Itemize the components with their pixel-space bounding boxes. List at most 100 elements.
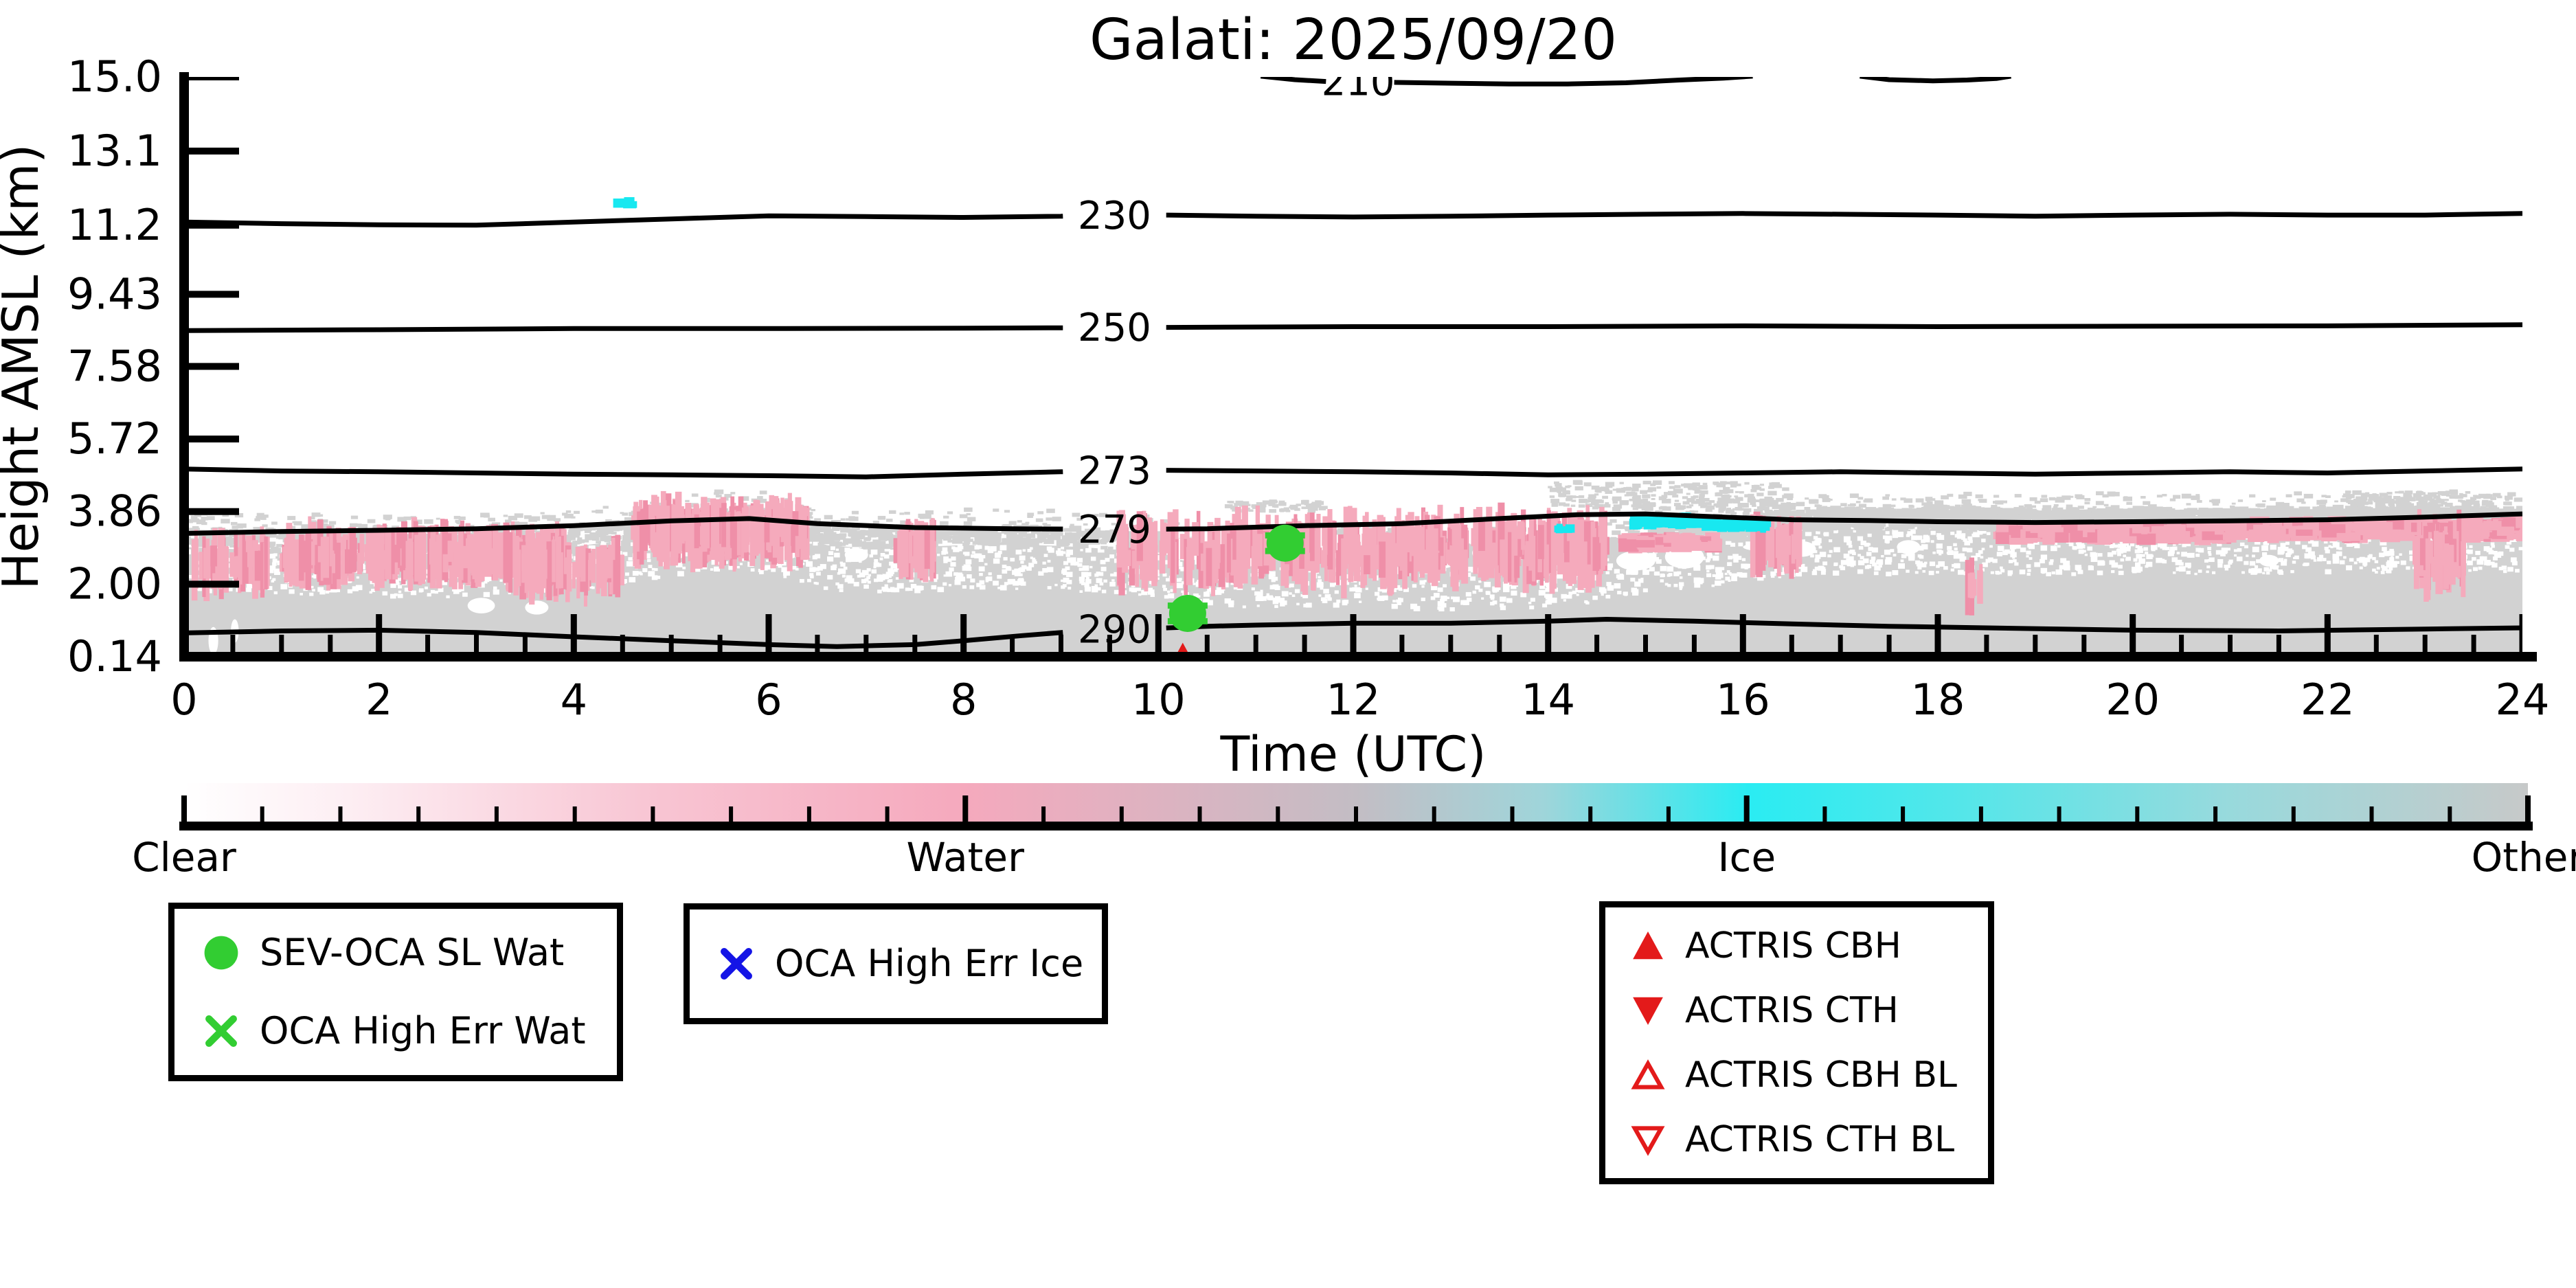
x-minor-tick (2179, 635, 2184, 657)
x-minor-tick (863, 635, 869, 657)
x-marker-icon (205, 1015, 237, 1047)
x-minor-tick (620, 635, 625, 657)
x-minor-tick (2422, 635, 2428, 657)
isotherm-label-279: 279 (1078, 508, 1151, 552)
colorbar-minor-tick (651, 806, 655, 822)
x-minor-tick (522, 635, 528, 657)
isotherm-279 (184, 516, 1063, 536)
x-tick-label-14: 14 (1521, 675, 1575, 725)
x-marker-icon (721, 948, 752, 980)
colorbar-minor-tick (1119, 806, 1124, 822)
x-minor-tick (328, 635, 333, 657)
y-axis-label: Height AMSL (km) (0, 144, 49, 590)
triangle-up-filled-icon (1633, 931, 1663, 960)
inner-ticks-layer (184, 77, 2522, 660)
y-tick-label-0.14: 0.14 (67, 631, 162, 681)
y-major-tick (184, 363, 239, 370)
x-major-tick (1350, 614, 1357, 657)
x-tick-label-2: 2 (365, 675, 392, 725)
colorbar-label-clear: Clear (132, 834, 236, 881)
x-tick-label-20: 20 (2105, 675, 2160, 725)
x-major-tick (570, 614, 577, 657)
colorbar-minor-tick (1197, 806, 1202, 822)
x-major-tick (1155, 614, 1162, 657)
isotherm-273 (1166, 466, 2522, 477)
x-major-tick (2519, 614, 2522, 657)
y-tick-label-7.58: 7.58 (67, 341, 162, 391)
isotherm-250 (184, 325, 1063, 333)
x-tick-label-0: 0 (170, 675, 197, 725)
legend-item-label: ACTRIS CTH (1685, 990, 1899, 1031)
x-minor-tick (2373, 635, 2379, 657)
y-tick-label-13.1: 13.1 (67, 126, 162, 176)
isotherm-label-290: 290 (1078, 608, 1151, 653)
colorbar-minor-tick (260, 806, 264, 822)
x-major-tick (2129, 614, 2136, 657)
colorbar-minor-tick (1354, 806, 1358, 822)
legend-item: ACTRIS CTH (1629, 991, 1965, 1030)
x-minor-tick (1886, 635, 1892, 657)
y-major-tick (184, 508, 239, 515)
colorbar-minor-tick (1041, 806, 1046, 822)
isotherm-contours-layer: 210 230 250 273 279 290 (184, 77, 2522, 653)
triangle-up-open-icon (1631, 1059, 1665, 1089)
colorbar-minor-tick (2057, 806, 2061, 822)
colorbar-minor-tick (2291, 806, 2296, 822)
legend-item-label: OCA High Err Ice (775, 942, 1084, 985)
x-minor-tick (1253, 635, 1258, 657)
legend-item: ACTRIS CBH BL (1629, 1056, 1965, 1094)
colorbar-axis-line (179, 822, 2533, 831)
colorbar-minor-tick (1588, 806, 1593, 822)
legend-item-label: ACTRIS CBH BL (1685, 1054, 1957, 1096)
legend-item-label: OCA High Err Wat (260, 1009, 586, 1052)
legend-item: OCA High Err Ice (716, 943, 1083, 984)
isotherm-label-250: 250 (1078, 306, 1151, 350)
x-axis-label: Time (UTC) (1220, 726, 1487, 782)
isotherm-273 (184, 466, 1063, 479)
y-major-tick (184, 221, 239, 229)
data-markers-layer (1167, 524, 1305, 659)
x-tick-label-6: 6 (755, 675, 782, 725)
colorbar-minor-tick (1822, 806, 1827, 822)
legend-item-label: ACTRIS CTH BL (1685, 1119, 1955, 1160)
legend-item: ACTRIS CBH (1629, 927, 1965, 965)
cloud-ice-patches (613, 197, 1772, 534)
y-major-tick (184, 436, 239, 443)
colorbar-minor-tick (2135, 806, 2140, 822)
colorbar-minor-tick (494, 806, 499, 822)
x-minor-tick (717, 635, 723, 657)
x-minor-tick (474, 635, 479, 657)
x-minor-tick (2081, 635, 2087, 657)
y-major-tick (184, 580, 239, 588)
legend-item-label: SEV-OCA SL Wat (260, 931, 565, 974)
legend-oca-ice: OCA High Err Ice (683, 903, 1108, 1024)
x-minor-tick (2228, 635, 2233, 657)
x-minor-tick (279, 635, 284, 657)
colorbar-minor-tick (2213, 806, 2218, 822)
y-tick-label-9.43: 9.43 (67, 269, 162, 319)
page-title: Galati: 2025/09/20 (1089, 8, 1617, 73)
isotherm-250 (1166, 322, 2522, 330)
x-minor-tick (2033, 635, 2038, 657)
y-axis-spine (179, 72, 189, 662)
colorbar-label-water: Water (906, 834, 1024, 881)
legend-oca-water: SEV-OCA SL Wat OCA High Err Wat (168, 903, 623, 1081)
x-minor-tick (1691, 635, 1697, 657)
x-major-tick (960, 614, 967, 657)
y-major-tick (184, 147, 239, 155)
triangle-down-open-icon (1631, 1126, 1665, 1156)
x-minor-tick (1838, 635, 1843, 657)
x-major-tick (2324, 614, 2331, 657)
legend-actris: ACTRIS CBH ACTRIS CTH ACTRIS CBH BL ACTR… (1599, 901, 1994, 1184)
tick-labels-layer: 15.013.111.29.437.585.723.862.000.140 2 4 6… (67, 52, 2550, 725)
colorbar-minor-tick (885, 806, 890, 822)
colorbar-minor-tick (806, 806, 811, 822)
y-tick-label-15.0: 15.0 (67, 52, 162, 102)
colorbar-minor-tick (2369, 806, 2374, 822)
colorbar: Clear Water Ice Other (132, 783, 2576, 881)
y-tick-label-11.2: 11.2 (67, 200, 162, 250)
x-major-tick (1739, 614, 1746, 657)
x-tick-label-8: 8 (950, 675, 977, 725)
legend-item: SEV-OCA SL Wat (201, 932, 591, 973)
